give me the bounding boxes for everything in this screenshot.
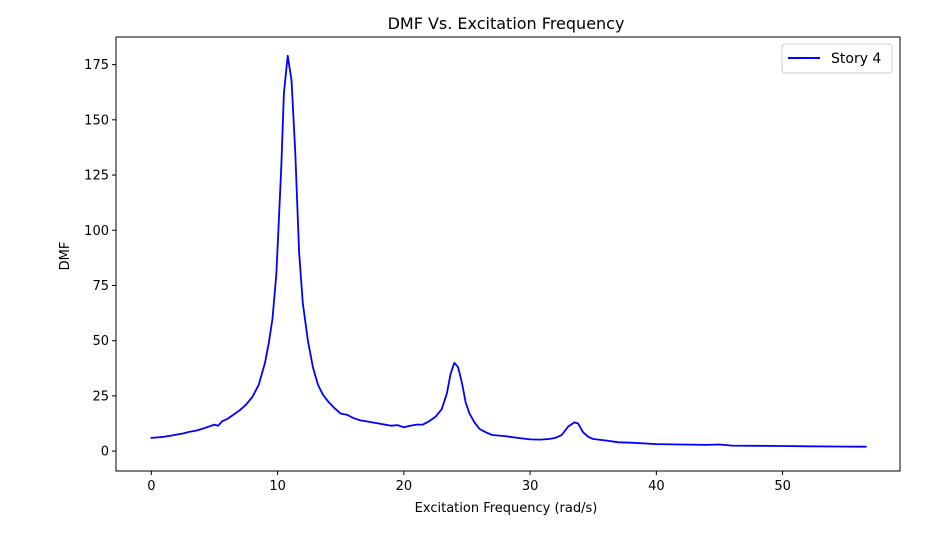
series-line-story-4 bbox=[150, 54, 867, 448]
y-tick-label: 75 bbox=[92, 279, 109, 294]
legend: Story 4 bbox=[781, 43, 893, 74]
chart-title: DMF Vs. Excitation Frequency bbox=[388, 14, 625, 33]
x-tick-label: 30 bbox=[522, 479, 539, 494]
y-tick-label: 175 bbox=[84, 58, 109, 73]
axis-ticks: 0 10 20 30 40 50 0 25 50 75 100 125 150 175 bbox=[84, 58, 791, 494]
x-axis-title: Excitation Frequency (rad/s) bbox=[415, 501, 598, 516]
y-tick-label: 150 bbox=[84, 113, 109, 128]
x-tick-label: 0 bbox=[147, 479, 155, 494]
y-tick-label: 50 bbox=[92, 334, 109, 349]
y-tick-label: 100 bbox=[84, 224, 109, 239]
series-layer bbox=[150, 54, 867, 448]
y-tick-label: 25 bbox=[92, 389, 109, 404]
x-tick-label: 20 bbox=[396, 479, 413, 494]
y-tick-label: 125 bbox=[84, 169, 109, 184]
legend-label-story-4: Story 4 bbox=[831, 51, 881, 67]
y-axis-title: DMF bbox=[58, 242, 73, 271]
x-tick-label: 50 bbox=[774, 479, 791, 494]
y-tick-label: 0 bbox=[101, 445, 109, 460]
x-tick-label: 40 bbox=[648, 479, 665, 494]
plot-frame bbox=[115, 36, 901, 472]
plot-area bbox=[116, 37, 900, 471]
legend-box bbox=[781, 43, 893, 74]
x-tick-label: 10 bbox=[269, 479, 286, 494]
